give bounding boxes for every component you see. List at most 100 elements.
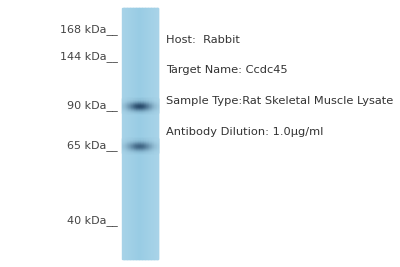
Bar — [136, 144, 138, 145]
Bar — [152, 104, 153, 105]
Bar — [139, 109, 140, 111]
Bar — [129, 105, 130, 106]
Bar — [135, 8, 136, 259]
Bar — [138, 103, 140, 104]
Bar — [126, 145, 128, 146]
Bar — [153, 141, 154, 142]
Bar — [149, 99, 150, 100]
Bar — [131, 138, 132, 139]
Bar — [156, 152, 158, 153]
Bar — [131, 106, 132, 107]
Bar — [136, 105, 138, 106]
Bar — [138, 149, 139, 150]
Bar — [130, 101, 131, 102]
Bar — [131, 105, 132, 106]
Bar — [136, 141, 138, 142]
Bar — [126, 144, 127, 145]
Bar — [138, 102, 139, 103]
Bar — [138, 99, 139, 100]
Bar — [149, 104, 150, 105]
Bar — [156, 8, 157, 259]
Bar — [153, 112, 154, 113]
Bar — [135, 104, 136, 105]
Bar — [122, 141, 123, 142]
Bar — [128, 108, 129, 109]
Bar — [145, 98, 146, 99]
Bar — [128, 109, 129, 110]
Bar — [153, 98, 154, 99]
Bar — [124, 102, 125, 103]
Bar — [136, 152, 137, 153]
Bar — [157, 106, 158, 107]
Bar — [138, 144, 140, 145]
Bar — [141, 151, 142, 152]
Bar — [146, 143, 148, 144]
Bar — [130, 104, 131, 105]
Bar — [143, 150, 144, 151]
Bar — [151, 99, 152, 100]
Bar — [150, 99, 151, 100]
Bar — [146, 147, 147, 148]
Bar — [150, 139, 151, 140]
Bar — [144, 150, 145, 151]
Bar — [138, 152, 140, 153]
Bar — [138, 105, 140, 106]
Bar — [129, 98, 130, 99]
Bar — [154, 102, 155, 103]
Bar — [146, 146, 148, 147]
Bar — [144, 142, 145, 143]
Bar — [152, 143, 153, 144]
Bar — [138, 111, 139, 112]
Bar — [128, 141, 130, 142]
Bar — [138, 8, 139, 259]
Bar — [146, 140, 148, 141]
Bar — [144, 8, 145, 259]
Bar — [142, 8, 143, 259]
Bar — [142, 112, 143, 113]
Bar — [128, 147, 130, 148]
Bar — [128, 140, 130, 141]
Bar — [138, 141, 140, 142]
Bar — [141, 150, 142, 151]
Bar — [146, 146, 147, 147]
Bar — [140, 143, 141, 144]
Bar — [148, 146, 149, 147]
Bar — [130, 112, 131, 113]
Bar — [133, 103, 134, 104]
Bar — [131, 98, 132, 99]
Bar — [136, 148, 138, 149]
Bar — [136, 100, 137, 101]
Bar — [143, 111, 144, 112]
Bar — [129, 99, 130, 100]
Bar — [139, 111, 140, 112]
Bar — [136, 145, 137, 146]
Bar — [157, 146, 158, 147]
Bar — [143, 109, 144, 110]
Bar — [132, 141, 133, 142]
Bar — [152, 150, 153, 151]
Bar — [152, 99, 153, 100]
Bar — [151, 144, 152, 145]
Bar — [139, 141, 140, 142]
Bar — [146, 149, 148, 150]
Bar — [127, 143, 128, 144]
Bar — [146, 141, 148, 142]
Bar — [157, 143, 158, 144]
Bar — [153, 143, 154, 144]
Bar — [146, 141, 147, 142]
Bar — [126, 100, 128, 101]
Bar — [155, 98, 156, 99]
Bar — [145, 109, 146, 111]
Bar — [125, 147, 126, 148]
Bar — [157, 100, 158, 101]
Bar — [129, 111, 130, 112]
Bar — [134, 142, 135, 143]
Bar — [152, 150, 153, 151]
Text: Sample Type:Rat Skeletal Muscle Lysate: Sample Type:Rat Skeletal Muscle Lysate — [166, 96, 393, 106]
Bar — [146, 99, 148, 100]
Bar — [136, 111, 138, 112]
Bar — [129, 145, 130, 146]
Bar — [128, 138, 129, 139]
Bar — [148, 152, 149, 153]
Bar — [148, 150, 149, 151]
